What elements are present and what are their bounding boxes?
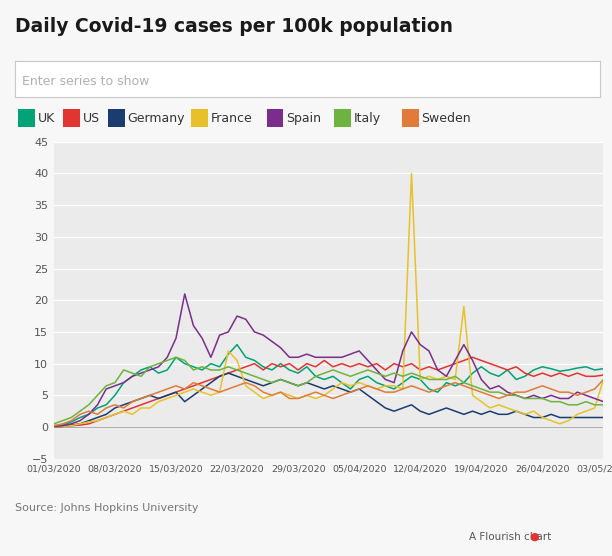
Text: ●: ● — [529, 532, 539, 542]
Text: US: US — [83, 112, 100, 125]
Text: Sweden: Sweden — [422, 112, 471, 125]
Text: Italy: Italy — [354, 112, 381, 125]
Text: Spain: Spain — [286, 112, 321, 125]
Bar — [334, 110, 351, 127]
Bar — [108, 110, 125, 127]
Bar — [191, 110, 207, 127]
Bar — [267, 110, 283, 127]
Text: A Flourish chart: A Flourish chart — [469, 532, 551, 542]
Text: Enter series to show: Enter series to show — [22, 75, 150, 87]
Bar — [402, 110, 419, 127]
Bar — [18, 110, 35, 127]
Text: France: France — [211, 112, 252, 125]
Text: Source: Johns Hopkins University: Source: Johns Hopkins University — [15, 503, 199, 513]
Text: Daily Covid-19 cases per 100k population: Daily Covid-19 cases per 100k population — [15, 17, 453, 36]
Text: UK: UK — [37, 112, 54, 125]
Bar — [63, 110, 80, 127]
Text: Germany: Germany — [127, 112, 185, 125]
